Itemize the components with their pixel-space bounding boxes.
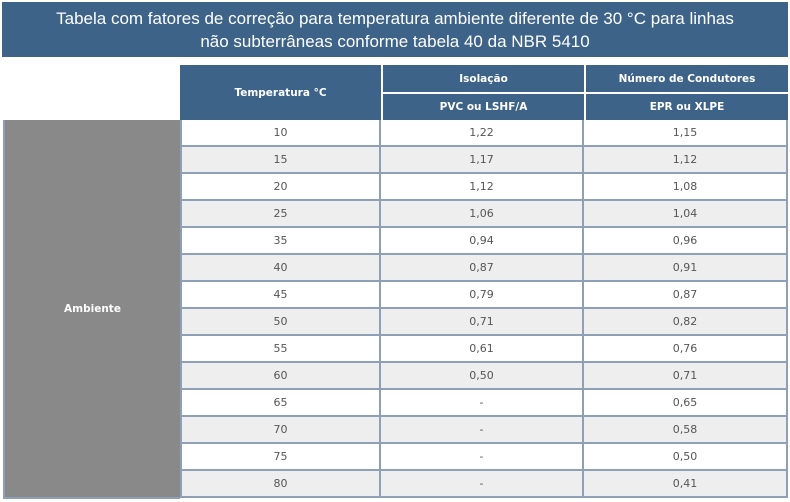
pvc-factor-cell: 1,22 — [381, 120, 584, 145]
temperature-cell: 75 — [180, 444, 381, 469]
temperature-cell: 35 — [180, 228, 381, 253]
table-row: 40 0,87 0,91 — [180, 255, 788, 282]
header-epr-label: EPR ou XLPE — [649, 101, 725, 113]
table-row: 25 1,06 1,04 — [180, 201, 788, 228]
pvc-factor-cell: 0,94 — [381, 228, 584, 253]
title-line-2: não subterrâneas conforme tabela 40 da N… — [200, 32, 590, 51]
epr-factor-cell: 1,04 — [584, 201, 788, 226]
header-conductors-label: Número de Condutores — [618, 72, 756, 85]
table-row: 35 0,94 0,96 — [180, 228, 788, 255]
table-row: 45 0,79 0,87 — [180, 282, 788, 309]
temperature-cell: 60 — [180, 363, 381, 388]
temperature-cell: 80 — [180, 471, 381, 496]
pvc-factor-cell: 0,61 — [381, 336, 584, 361]
pvc-factor-cell: - — [381, 390, 584, 415]
ambient-label-cell: Ambiente — [3, 120, 180, 499]
pvc-factor-cell: 1,12 — [381, 174, 584, 199]
temperature-cell: 55 — [180, 336, 381, 361]
ambient-label: Ambiente — [64, 302, 121, 315]
header-temperature-label: Temperatura °C — [234, 86, 327, 99]
temperature-cell: 15 — [180, 147, 381, 172]
table-row: 55 0,61 0,76 — [180, 336, 788, 363]
header-conductors: Número de Condutores — [586, 65, 788, 92]
table-row: 75-0,50 — [180, 444, 788, 471]
pvc-factor-cell: - — [381, 417, 584, 442]
table-body: 10 1,22 1,15 15 1,17 1,12 20 1,12 1,08 25 1,06 1,04… — [180, 120, 788, 498]
epr-factor-cell: 0,96 — [584, 228, 788, 253]
epr-factor-cell: 1,15 — [584, 120, 788, 145]
epr-factor-cell: 0,82 — [584, 309, 788, 334]
title-line-1: Tabela com fatores de correção para temp… — [56, 9, 734, 28]
pvc-factor-cell: 0,71 — [381, 309, 584, 334]
pvc-factor-cell: 1,06 — [381, 201, 584, 226]
epr-factor-cell: 0,50 — [584, 444, 788, 469]
header-isolation: Isolação — [383, 65, 584, 92]
pvc-factor-cell: - — [381, 471, 584, 496]
temperature-cell: 20 — [180, 174, 381, 199]
pvc-factor-cell: 0,50 — [381, 363, 584, 388]
table-title: Tabela com fatores de correção para temp… — [2, 2, 788, 57]
temperature-cell: 65 — [180, 390, 381, 415]
header-isolation-label: Isolação — [459, 72, 508, 85]
temperature-cell: 70 — [180, 417, 381, 442]
pvc-factor-cell: 0,79 — [381, 282, 584, 307]
header-pvc: PVC ou LSHF/A — [383, 94, 584, 120]
epr-factor-cell: 0,71 — [584, 363, 788, 388]
pvc-factor-cell: 1,17 — [381, 147, 584, 172]
header-epr: EPR ou XLPE — [586, 94, 788, 120]
epr-factor-cell: 0,65 — [584, 390, 788, 415]
header-pvc-label: PVC ou LSHF/A — [439, 101, 528, 113]
table-row: 10 1,22 1,15 — [180, 120, 788, 147]
pvc-factor-cell: - — [381, 444, 584, 469]
temperature-cell: 10 — [180, 120, 381, 145]
epr-factor-cell: 0,41 — [584, 471, 788, 496]
temperature-cell: 50 — [180, 309, 381, 334]
temperature-cell: 40 — [180, 255, 381, 280]
table-row: 65-0,65 — [180, 390, 788, 417]
table-row: 20 1,12 1,08 — [180, 174, 788, 201]
table-row: 60 0,50 0,71 — [180, 363, 788, 390]
table-row: 70-0,58 — [180, 417, 788, 444]
table-row: 50 0,71 0,82 — [180, 309, 788, 336]
epr-factor-cell: 1,08 — [584, 174, 788, 199]
epr-factor-cell: 0,91 — [584, 255, 788, 280]
epr-factor-cell: 0,76 — [584, 336, 788, 361]
epr-factor-cell: 0,58 — [584, 417, 788, 442]
epr-factor-cell: 1,12 — [584, 147, 788, 172]
pvc-factor-cell: 0,87 — [381, 255, 584, 280]
table-row: 15 1,17 1,12 — [180, 147, 788, 174]
epr-factor-cell: 0,87 — [584, 282, 788, 307]
temperature-cell: 45 — [180, 282, 381, 307]
temperature-cell: 25 — [180, 201, 381, 226]
header-temperature: Temperatura °C — [180, 65, 381, 120]
table-row: 80-0,41 — [180, 471, 788, 498]
